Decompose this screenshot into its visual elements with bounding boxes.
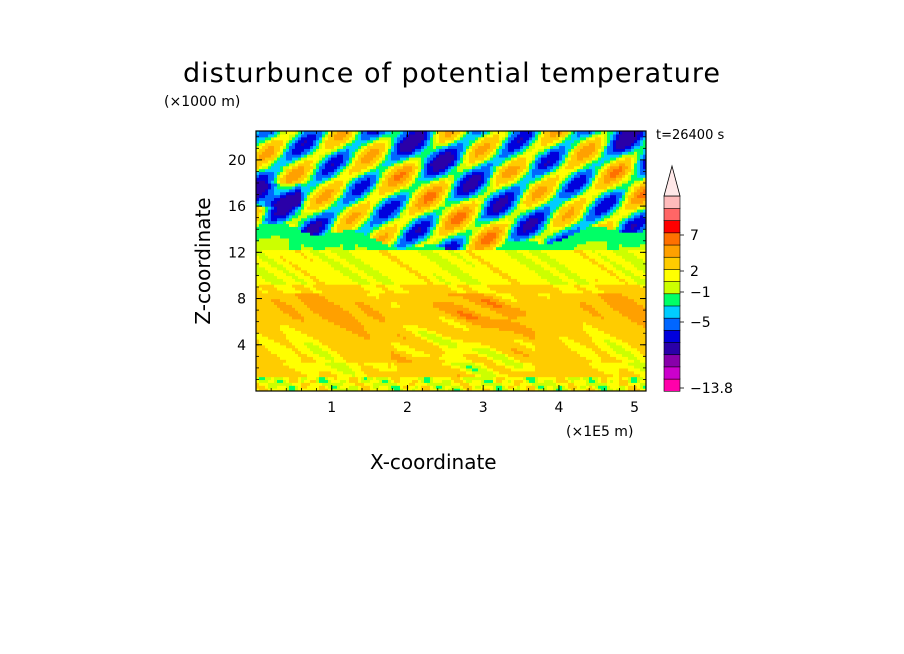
x-tick-label: 1 xyxy=(327,400,336,416)
x-tick-label: 2 xyxy=(403,400,412,416)
y-tick-label: 12 xyxy=(228,245,246,261)
x-tick-label: 4 xyxy=(554,400,563,416)
colorbar-segment xyxy=(663,341,681,356)
colorbar-label: 7 xyxy=(690,228,699,244)
colorbar-label: −13.8 xyxy=(690,381,733,397)
x-axis-multiplier: (×1E5 m) xyxy=(566,424,634,440)
colorbar-segment xyxy=(663,256,681,270)
colorbar-segment xyxy=(663,305,681,319)
colorbar-segment xyxy=(663,366,681,380)
colorbar-extend-arrow xyxy=(663,164,681,197)
y-tick-label: 4 xyxy=(237,338,246,354)
colorbar-label: −1 xyxy=(690,285,711,301)
colorbar-segment xyxy=(663,354,681,368)
y-tick-label: 8 xyxy=(237,292,246,308)
x-tick-label: 3 xyxy=(479,400,488,416)
chart-title: disturbunce of potential temperature xyxy=(183,58,721,89)
colorbar-segment xyxy=(663,207,681,221)
colorbar-segment xyxy=(663,329,681,343)
colorbar-segment xyxy=(663,232,681,246)
y-tick-label: 16 xyxy=(228,199,246,215)
x-axis-ticks: 1 2 3 4 5 xyxy=(270,131,639,416)
y-tick-label: 20 xyxy=(228,153,246,169)
y-axis-ticks: 4 8 12 16 20 xyxy=(228,136,646,380)
colorbar-segment xyxy=(663,244,681,258)
colorbar-label: −5 xyxy=(690,315,711,331)
colorbar-segment xyxy=(663,195,681,209)
x-axis-label: X-coordinate xyxy=(370,450,497,474)
colorbar-segment xyxy=(663,268,681,282)
colorbar-segment xyxy=(663,220,681,234)
colorbar-label: 2 xyxy=(690,264,699,280)
y-axis-multiplier: (×1000 m) xyxy=(164,94,241,110)
colorbar: 7 2 −1 −5 −13.8 xyxy=(663,164,733,397)
plot-frame xyxy=(255,130,647,392)
colorbar-segment xyxy=(663,317,681,331)
colorbar-segment xyxy=(663,293,681,307)
colorbar-segment xyxy=(663,378,681,392)
colorbar-segment xyxy=(663,281,681,295)
time-label: t=26400 s xyxy=(656,128,725,143)
x-tick-label: 5 xyxy=(630,400,639,416)
contour-field xyxy=(256,131,646,391)
